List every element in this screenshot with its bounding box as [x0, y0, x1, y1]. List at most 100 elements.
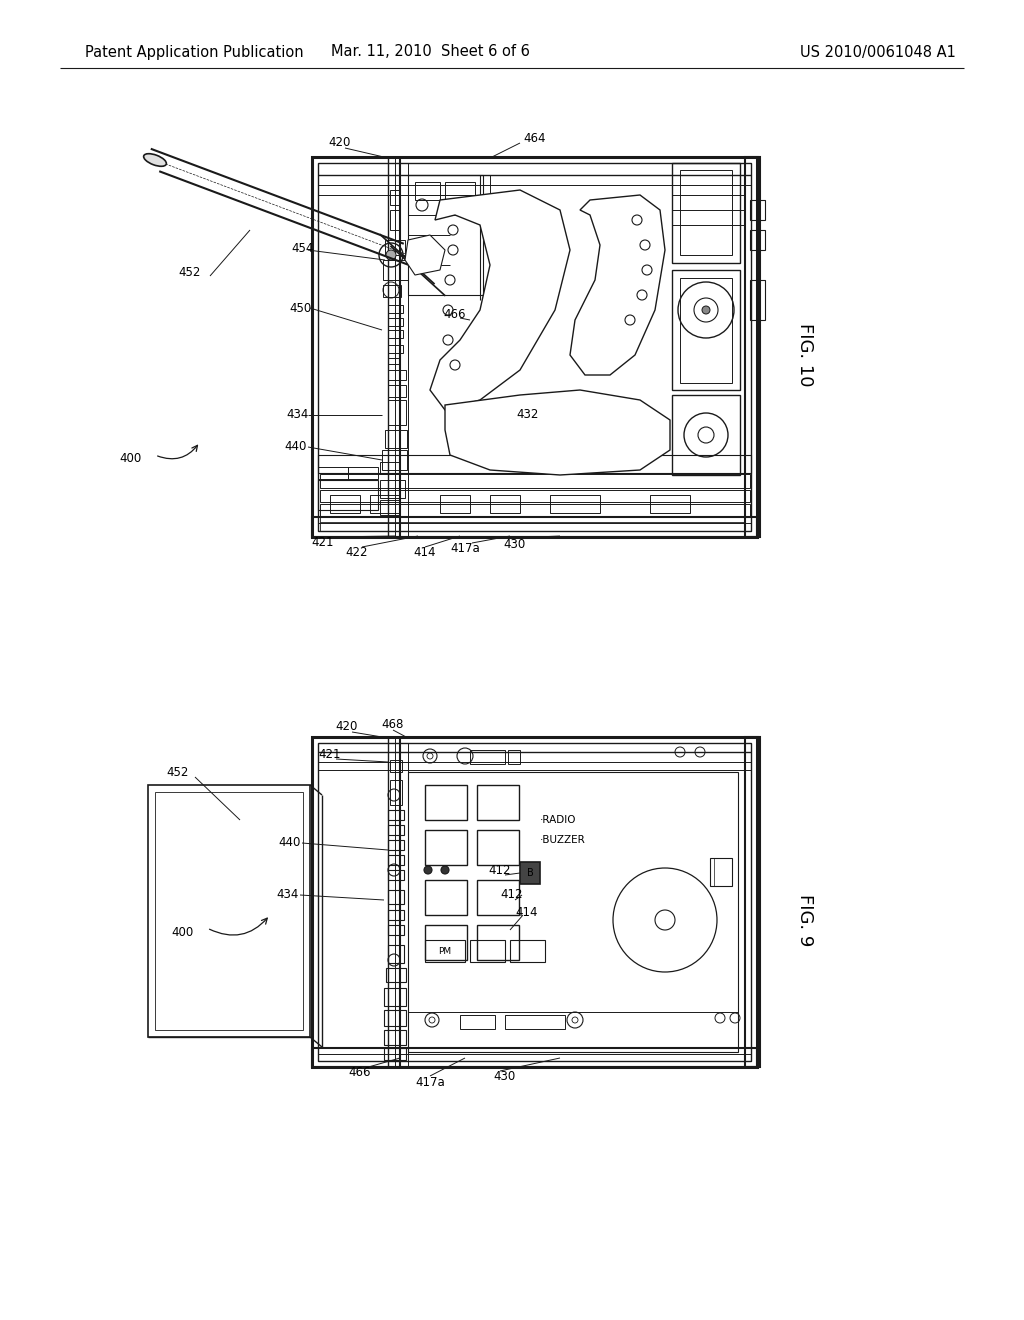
Text: 430: 430	[504, 537, 526, 550]
Bar	[672, 395, 740, 475]
Bar	[750, 230, 765, 249]
Text: 420: 420	[329, 136, 351, 149]
Circle shape	[702, 306, 710, 314]
Bar	[505, 1015, 565, 1030]
Bar	[383, 260, 408, 280]
Bar	[318, 467, 348, 479]
Bar	[425, 880, 467, 915]
Bar	[312, 157, 757, 537]
Bar	[425, 940, 465, 962]
Bar	[383, 285, 401, 297]
Ellipse shape	[143, 153, 166, 166]
Bar	[388, 358, 400, 364]
Bar	[490, 495, 520, 513]
Bar	[440, 495, 470, 513]
Bar	[650, 495, 690, 513]
Bar	[408, 772, 738, 1052]
Bar	[384, 1010, 406, 1026]
Text: 452: 452	[167, 767, 189, 780]
Bar	[319, 474, 750, 488]
Bar	[388, 318, 403, 326]
Bar	[312, 737, 757, 1067]
Bar	[425, 830, 467, 865]
Polygon shape	[430, 190, 570, 411]
Bar	[388, 909, 404, 920]
Bar	[390, 190, 400, 205]
Bar	[319, 516, 745, 531]
Bar	[148, 785, 310, 1038]
Text: 454: 454	[292, 242, 314, 255]
Bar	[348, 467, 378, 479]
Bar	[388, 825, 404, 836]
Bar	[380, 500, 400, 515]
Bar	[508, 750, 520, 764]
Bar	[680, 279, 732, 383]
Bar	[318, 480, 378, 510]
Bar	[388, 890, 404, 904]
Bar	[384, 1048, 406, 1060]
Bar	[477, 785, 519, 820]
Text: 417a: 417a	[415, 1076, 444, 1089]
Text: 468: 468	[382, 718, 404, 730]
Text: ·BUZZER: ·BUZZER	[540, 836, 586, 845]
Bar	[672, 271, 740, 389]
Bar	[388, 840, 404, 850]
Polygon shape	[570, 195, 665, 375]
Bar	[319, 490, 750, 502]
Polygon shape	[445, 389, 670, 475]
Text: ·RADIO: ·RADIO	[540, 814, 577, 825]
Bar	[388, 945, 404, 964]
Bar	[388, 330, 403, 338]
Bar	[550, 495, 600, 513]
Bar	[388, 870, 404, 880]
Bar	[330, 495, 360, 513]
Bar	[318, 1053, 751, 1061]
Text: 417a: 417a	[451, 543, 480, 556]
Bar	[445, 182, 475, 201]
Text: Mar. 11, 2010  Sheet 6 of 6: Mar. 11, 2010 Sheet 6 of 6	[331, 45, 529, 59]
Text: 434: 434	[287, 408, 309, 421]
Text: 412: 412	[501, 888, 523, 902]
Text: 400: 400	[119, 451, 141, 465]
Bar	[745, 737, 760, 1067]
Bar	[390, 780, 402, 805]
Bar	[750, 280, 765, 319]
Circle shape	[386, 249, 396, 260]
Text: FIG. 10: FIG. 10	[796, 323, 814, 387]
Bar	[386, 968, 406, 982]
Bar	[390, 210, 400, 230]
Bar	[384, 987, 406, 1006]
Bar	[415, 182, 440, 201]
Bar	[425, 785, 467, 820]
Text: 452: 452	[179, 265, 201, 279]
Bar	[477, 925, 519, 960]
Bar	[470, 940, 505, 962]
Text: 412: 412	[488, 863, 511, 876]
Bar	[312, 1048, 757, 1067]
Bar	[408, 176, 483, 294]
Text: 430: 430	[494, 1071, 516, 1084]
Bar	[520, 862, 540, 884]
Bar	[750, 201, 765, 220]
Bar	[477, 830, 519, 865]
Text: 420: 420	[336, 721, 358, 734]
Bar	[318, 523, 751, 531]
Bar	[388, 370, 406, 380]
Text: 466: 466	[443, 309, 466, 322]
Circle shape	[424, 866, 432, 874]
Bar	[388, 925, 404, 935]
Text: 422: 422	[346, 546, 369, 560]
Text: 450: 450	[289, 301, 311, 314]
Bar	[425, 925, 467, 960]
Bar	[470, 750, 505, 764]
Bar	[382, 450, 407, 470]
Bar	[680, 170, 732, 255]
Text: 440: 440	[285, 441, 307, 454]
Text: US 2010/0061048 A1: US 2010/0061048 A1	[800, 45, 955, 59]
Circle shape	[441, 866, 449, 874]
Text: 464: 464	[523, 132, 546, 144]
Text: 421: 421	[318, 748, 341, 762]
Bar	[370, 495, 400, 513]
Bar	[710, 858, 732, 886]
Bar	[388, 345, 403, 352]
